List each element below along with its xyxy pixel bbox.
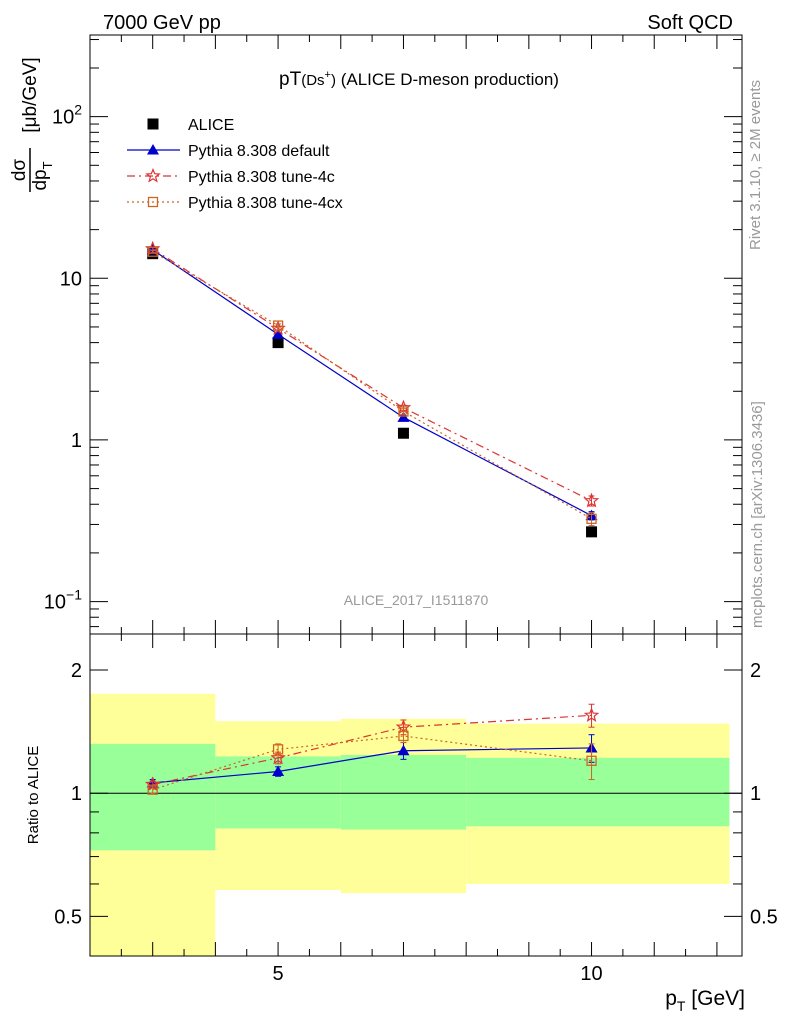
analysis-watermark: ALICE_2017_I1511870 — [344, 592, 489, 608]
rivet-label: Rivet 3.1.10, ≥ 2M events — [747, 80, 764, 250]
main-ytick-label-2: 10 — [60, 268, 82, 290]
main-ytick-label-base: 10 — [44, 592, 66, 614]
ylabel-numerator: dσ — [9, 159, 30, 182]
legend-pythia-8-308-tune-4c-marker — [145, 167, 161, 183]
ylabel-unit: [μb/GeV] — [20, 57, 41, 132]
header-right: Soft QCD — [647, 12, 733, 34]
main-pythia-8-308-tune-4cx-point — [586, 513, 597, 524]
ratio-pythia-8-308-tune-4cx-point — [147, 784, 158, 795]
main-ytick-label-exp: −1 — [66, 587, 82, 603]
main-pythia-8-308-tune-4cx-point — [272, 320, 284, 331]
xlabel: pT [GeV] — [665, 987, 745, 1014]
ratio-ylabel: Ratio to ALICE — [25, 746, 42, 844]
title-sub: (Ds — [301, 72, 324, 89]
title-close: ) — [331, 72, 336, 89]
main-pythia-8-308-tune-4cx-line — [152, 251, 592, 520]
header-left: 7000 GeV pp — [103, 12, 221, 34]
ylabel-denominator-sub: T — [40, 161, 55, 169]
ratio-ytick-label-0: 0.5 — [54, 906, 82, 928]
xlabel-unit: [GeV] — [685, 987, 745, 1010]
title-rest: (ALICE D-meson production) — [336, 70, 559, 89]
legend-pythia-8-308-tune-4cx-marker — [147, 196, 159, 208]
ratio-ytick-label-right-0: 0.5 — [750, 906, 778, 928]
ratio-axes: 0.5 0.5 1 1 2 2 5 10 — [54, 633, 778, 985]
ratio-pythia-8-308-tune-4cx-point — [586, 755, 597, 766]
main-series — [144, 240, 600, 538]
ratio-band-inner-0 — [90, 743, 216, 851]
ratio-pythia-8-308-default-line — [152, 747, 592, 784]
legend-pythia-8-308-default-label: Pythia 8.308 default — [188, 143, 330, 160]
ratio-pythia-8-308-tune-4c-point — [270, 749, 286, 765]
ratio-band-inner-2 — [340, 754, 467, 830]
xtick-label-1: 10 — [580, 963, 602, 985]
ylabel-denominator: dpT — [30, 161, 55, 190]
legend-alice-marker — [147, 118, 159, 130]
main-pythia-8-308-default-point — [272, 328, 285, 339]
main-pythia-8-308-tune-4cx-point — [147, 246, 158, 257]
ylabel-denominator-base: dp — [30, 169, 51, 190]
ratio-ytick-label-2: 2 — [71, 660, 82, 682]
xlabel-sub: T — [677, 998, 686, 1014]
main-pythia-8-308-tune-4cx-point — [398, 406, 409, 417]
ratio-pythia-8-308-tune-4cx-point — [272, 744, 284, 755]
legend: ALICE Pythia 8.308 default Pythia 8.308 tu… — [127, 117, 343, 212]
title-main: pT — [279, 69, 302, 90]
ratio-pythia-8-308-tune-4cx-point — [398, 730, 409, 742]
ratio-ytick-label-right-1: 1 — [750, 783, 761, 805]
ratio-pythia-8-308-default-point — [397, 744, 410, 756]
main-ylabel: dσ dpT [μb/GeV] — [9, 57, 55, 192]
main-alice-point — [397, 427, 409, 439]
main-alice-point — [586, 526, 598, 538]
title-sup: + — [325, 69, 331, 81]
ratio-ytick-label-right-2: 2 — [750, 660, 761, 682]
legend-pythia-8-308-tune-4cx-label: Pythia 8.308 tune-4cx — [188, 195, 343, 212]
main-ytick-label-exp: 2 — [74, 102, 82, 118]
main-pythia-8-308-tune-4c-line — [152, 248, 592, 502]
main-alice-point — [272, 337, 284, 349]
main-ytick-label-0: 10−1 — [44, 587, 82, 614]
xtick-label-0: 5 — [273, 963, 284, 985]
xlabel-base: p — [665, 987, 677, 1010]
ratio-band-inner-3 — [466, 757, 730, 827]
legend-pythia-8-308-default-marker — [147, 144, 159, 155]
ratio-pythia-8-308-tune-4c-line — [152, 714, 592, 786]
main-pythia-8-308-tune-4c-point — [583, 492, 600, 508]
ratio-pythia-8-308-tune-4c-point — [583, 707, 600, 722]
ratio-series — [144, 703, 600, 795]
mcplots-label: mcplots.cern.ch [arXiv:1306.3436] — [749, 401, 766, 628]
plot-title: pT(Ds+) (ALICE D-meson production) — [279, 69, 559, 90]
main-ytick-label-3: 102 — [52, 102, 82, 129]
main-pythia-8-308-default-line — [152, 249, 592, 517]
ratio-frame — [89, 633, 743, 957]
ratio-pythia-8-308-tune-4cx-line — [152, 735, 592, 791]
ratio-ytick-label-1: 1 — [71, 783, 82, 805]
ratio-pythia-8-308-default-point — [272, 765, 285, 776]
legend-pythia-8-308-tune-4c-label: Pythia 8.308 tune-4c — [188, 169, 335, 186]
main-ytick-label-base: 10 — [52, 107, 74, 129]
main-ytick-label-1: 1 — [71, 430, 82, 452]
legend-alice-label: ALICE — [188, 117, 234, 134]
ratio-bands — [90, 693, 730, 956]
